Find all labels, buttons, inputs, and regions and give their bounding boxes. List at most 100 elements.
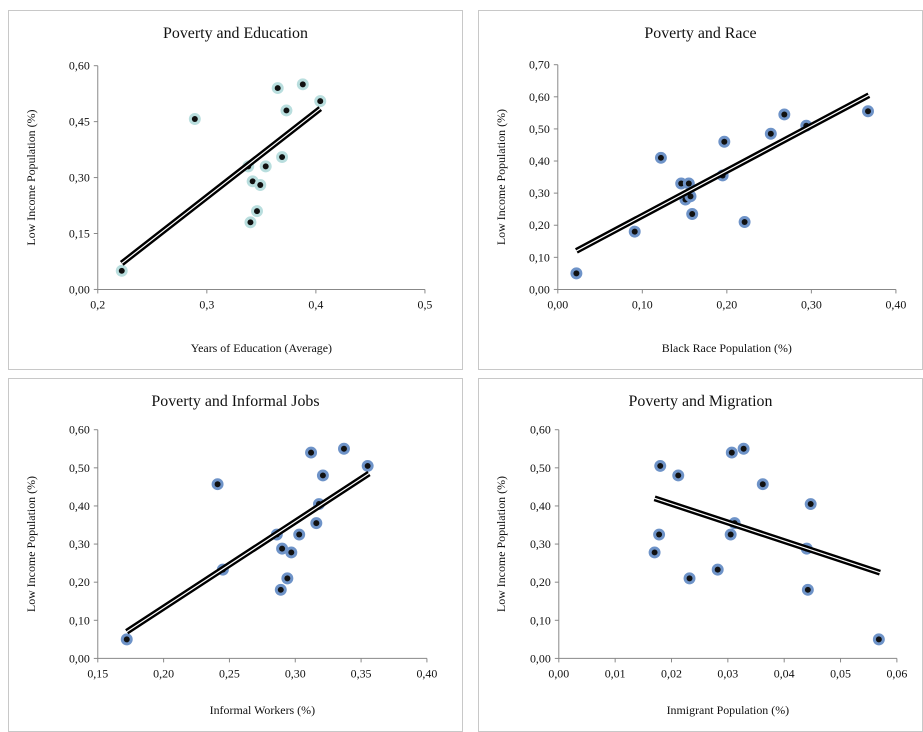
- chart-title: Poverty and Migration: [629, 393, 773, 410]
- data-point: [764, 127, 777, 140]
- x-tick-label: 0,3: [199, 297, 214, 311]
- x-tick-label: 0,10: [632, 297, 653, 311]
- x-tick-label: 0,2: [90, 297, 105, 311]
- data-point: [683, 572, 696, 585]
- data-point: [211, 478, 224, 491]
- data-point: [259, 160, 272, 173]
- data-point: [361, 459, 374, 472]
- x-tick-label: 0,15: [87, 666, 108, 680]
- data-point: [862, 105, 874, 118]
- y-axis-label: Low Income Population (%): [494, 109, 508, 245]
- y-tick-label: 0,30: [529, 186, 550, 200]
- data-point: [251, 205, 263, 218]
- y-tick-label: 0,40: [529, 154, 550, 168]
- data-point: [316, 469, 329, 482]
- data-point: [293, 528, 306, 541]
- chart-title: Poverty and Race: [644, 25, 756, 42]
- x-tick-label: 0,02: [661, 666, 682, 680]
- data-point: [654, 151, 667, 164]
- y-tick-label: 0,30: [69, 171, 90, 185]
- y-tick-label: 0,20: [529, 218, 550, 232]
- data-point: [724, 528, 737, 541]
- data-point: [738, 216, 751, 228]
- x-tick-label: 0,05: [830, 666, 851, 680]
- y-tick-label: 0,20: [530, 575, 551, 589]
- y-tick-label: 0,00: [69, 651, 90, 665]
- x-tick-label: 0,06: [886, 666, 907, 680]
- data-point: [778, 108, 791, 121]
- data-point: [804, 498, 817, 511]
- chart-poverty-informal-jobs: Poverty and Informal Jobs 0,15 0,20 0,25 0,3…: [24, 393, 437, 717]
- chart-panel-poverty-education: Poverty and Education 0,2 0,3 0,4 0,5 0,00 0,1…: [8, 10, 463, 370]
- data-point: [756, 478, 769, 491]
- data-point: [120, 633, 133, 646]
- data-point: [654, 459, 667, 472]
- data-point: [285, 546, 298, 559]
- chart-poverty-education: Poverty and Education 0,2 0,3 0,4 0,5 0,00 0,1…: [24, 25, 432, 355]
- trendline: [653, 495, 881, 576]
- y-tick-label: 0,10: [530, 613, 551, 627]
- y-tick-label: 0,20: [69, 575, 90, 589]
- x-axis-label: Inmigrant Population (%): [667, 703, 790, 717]
- y-tick-label: 0,00: [530, 651, 551, 665]
- data-point: [188, 113, 201, 125]
- y-tick-label: 0,10: [529, 250, 550, 264]
- data-point: [737, 442, 750, 455]
- data-point: [628, 225, 641, 238]
- x-tick-label: 0,40: [416, 666, 437, 680]
- y-tick-label: 0,30: [69, 537, 90, 551]
- data-point: [684, 190, 697, 203]
- x-tick-label: 0,03: [717, 666, 738, 680]
- data-point: [276, 542, 289, 555]
- chart-panel-poverty-informal-jobs: Poverty and Informal Jobs 0,15 0,20 0,25 0,3…: [8, 378, 463, 732]
- data-point: [276, 151, 289, 164]
- x-tick-label: 0,04: [774, 666, 795, 680]
- y-tick-label: 0,40: [69, 499, 90, 513]
- data-point: [570, 267, 583, 280]
- x-tick-label: 0,30: [801, 297, 822, 311]
- y-tick-label: 0,15: [69, 226, 90, 240]
- y-tick-label: 0,30: [530, 537, 551, 551]
- data-point: [711, 563, 724, 576]
- x-tick-label: 0,5: [417, 297, 432, 311]
- x-axis-label: Black Race Population (%): [662, 341, 792, 355]
- y-tick-label: 0,00: [69, 282, 90, 296]
- data-point: [672, 469, 685, 482]
- chart-panel-poverty-migration: Poverty and Migration 0,00 0,01 0,02 0,03 0,0…: [478, 378, 923, 732]
- y-tick-label: 0,50: [69, 461, 90, 475]
- data-point: [274, 583, 287, 596]
- data-point: [115, 264, 128, 277]
- data-point: [801, 583, 814, 596]
- x-tick-label: 0,4: [308, 297, 323, 311]
- x-tick-label: 0,20: [153, 666, 174, 680]
- y-axis-label: Low Income Population (%): [494, 476, 508, 612]
- data-point: [648, 546, 661, 559]
- y-tick-label: 0,60: [69, 423, 90, 437]
- x-axis-label: Years of Education (Average): [191, 341, 332, 355]
- data-point: [725, 446, 738, 459]
- chart-poverty-migration: Poverty and Migration 0,00 0,01 0,02 0,03 0,0…: [494, 393, 907, 717]
- data-point: [271, 82, 284, 95]
- y-axis-label: Low Income Population (%): [24, 476, 38, 612]
- x-tick-label: 0,00: [547, 297, 568, 311]
- y-tick-label: 0,40: [530, 499, 551, 513]
- y-axis-label: Low Income Population (%): [24, 110, 38, 246]
- data-point: [305, 446, 318, 459]
- y-tick-label: 0,60: [530, 423, 551, 437]
- y-tick-label: 0,70: [529, 58, 550, 72]
- data-point: [872, 633, 885, 646]
- data-point: [254, 179, 267, 191]
- x-axis-label: Informal Workers (%): [210, 703, 315, 717]
- data-point: [310, 517, 323, 530]
- y-tick-label: 0,50: [529, 122, 550, 136]
- x-tick-label: 0,35: [351, 666, 372, 680]
- chart-poverty-race: Poverty and Race 0,00 0,10 0,20 0,30 0,40 0,00…: [494, 25, 906, 355]
- data-point: [718, 135, 731, 148]
- data-point: [296, 78, 309, 91]
- data-point: [686, 208, 699, 220]
- data-point: [280, 104, 293, 117]
- y-tick-label: 0,10: [69, 613, 90, 627]
- data-point: [281, 572, 294, 585]
- x-tick-label: 0,20: [716, 297, 737, 311]
- trendline: [125, 471, 371, 635]
